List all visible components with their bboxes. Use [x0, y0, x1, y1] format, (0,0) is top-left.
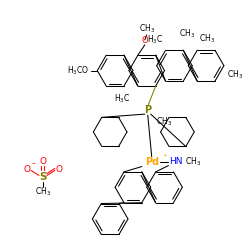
Text: H$_3$C: H$_3$C — [147, 34, 164, 46]
Text: $^-$: $^-$ — [30, 160, 36, 166]
Text: O: O — [40, 157, 46, 166]
Text: CH$_3$: CH$_3$ — [227, 69, 243, 81]
Text: H$_3$C: H$_3$C — [114, 92, 130, 104]
Text: CH$_3$: CH$_3$ — [139, 22, 155, 35]
Text: H$_3$CO: H$_3$CO — [67, 64, 90, 77]
Text: O: O — [24, 165, 30, 174]
Text: CH$_3$: CH$_3$ — [199, 33, 215, 45]
Text: $^+$: $^+$ — [160, 152, 168, 161]
Text: CH$_3$: CH$_3$ — [180, 28, 196, 40]
Text: O: O — [142, 36, 148, 45]
Text: S: S — [39, 172, 47, 182]
Text: CH$_3$: CH$_3$ — [156, 115, 172, 128]
Text: HN: HN — [170, 157, 183, 166]
Text: Pd: Pd — [145, 156, 159, 166]
Text: P: P — [144, 105, 151, 115]
Text: CH$_3$: CH$_3$ — [185, 155, 202, 168]
Text: CH$_3$: CH$_3$ — [35, 186, 51, 198]
Text: O: O — [55, 165, 62, 174]
